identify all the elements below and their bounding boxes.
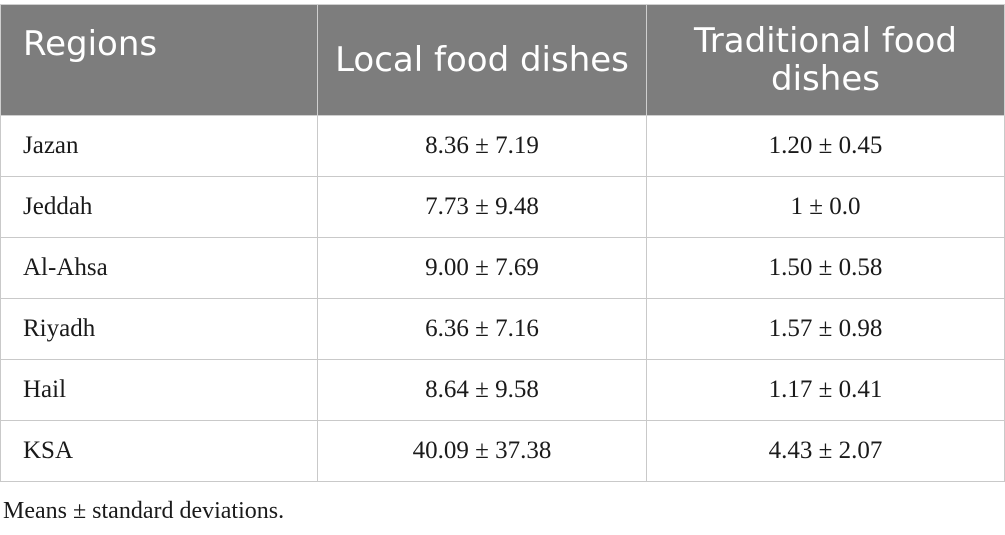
region-cell: Jazan (0, 115, 318, 177)
region-cell: Riyadh (0, 298, 318, 360)
header-traditional-food-dishes: Traditional food dishes (646, 4, 1005, 116)
traditional-value-cell: 1.50 ± 0.58 (646, 237, 1005, 299)
header-regions: Regions (0, 4, 318, 116)
traditional-value-cell: 1.17 ± 0.41 (646, 359, 1005, 421)
region-cell: Al-Ahsa (0, 237, 318, 299)
table-row: Jeddah 7.73 ± 9.48 1 ± 0.0 (0, 176, 1005, 238)
table-row: Riyadh 6.36 ± 7.16 1.57 ± 0.98 (0, 298, 1005, 360)
table-header: Regions Local food dishes Traditional fo… (0, 4, 1005, 116)
table-row: KSA 40.09 ± 37.38 4.43 ± 2.07 (0, 420, 1005, 482)
region-cell: KSA (0, 420, 318, 482)
local-value-cell: 7.73 ± 9.48 (317, 176, 647, 238)
traditional-value-cell: 4.43 ± 2.07 (646, 420, 1005, 482)
table-row: Hail 8.64 ± 9.58 1.17 ± 0.41 (0, 359, 1005, 421)
local-value-cell: 40.09 ± 37.38 (317, 420, 647, 482)
local-value-cell: 8.64 ± 9.58 (317, 359, 647, 421)
local-value-cell: 6.36 ± 7.16 (317, 298, 647, 360)
local-value-cell: 9.00 ± 7.69 (317, 237, 647, 299)
table-body: Jazan 8.36 ± 7.19 1.20 ± 0.45 Jeddah 7.7… (0, 115, 1005, 482)
traditional-value-cell: 1.57 ± 0.98 (646, 298, 1005, 360)
data-table: Regions Local food dishes Traditional fo… (0, 4, 1005, 482)
traditional-value-cell: 1.20 ± 0.45 (646, 115, 1005, 177)
local-value-cell: 8.36 ± 7.19 (317, 115, 647, 177)
table-row: Al-Ahsa 9.00 ± 7.69 1.50 ± 0.58 (0, 237, 1005, 299)
header-row: Regions Local food dishes Traditional fo… (0, 4, 1005, 116)
region-cell: Jeddah (0, 176, 318, 238)
table-footnote: Means ± standard deviations. (3, 498, 285, 524)
table-row: Jazan 8.36 ± 7.19 1.20 ± 0.45 (0, 115, 1005, 177)
region-cell: Hail (0, 359, 318, 421)
traditional-value-cell: 1 ± 0.0 (646, 176, 1005, 238)
header-local-food-dishes: Local food dishes (317, 4, 647, 116)
